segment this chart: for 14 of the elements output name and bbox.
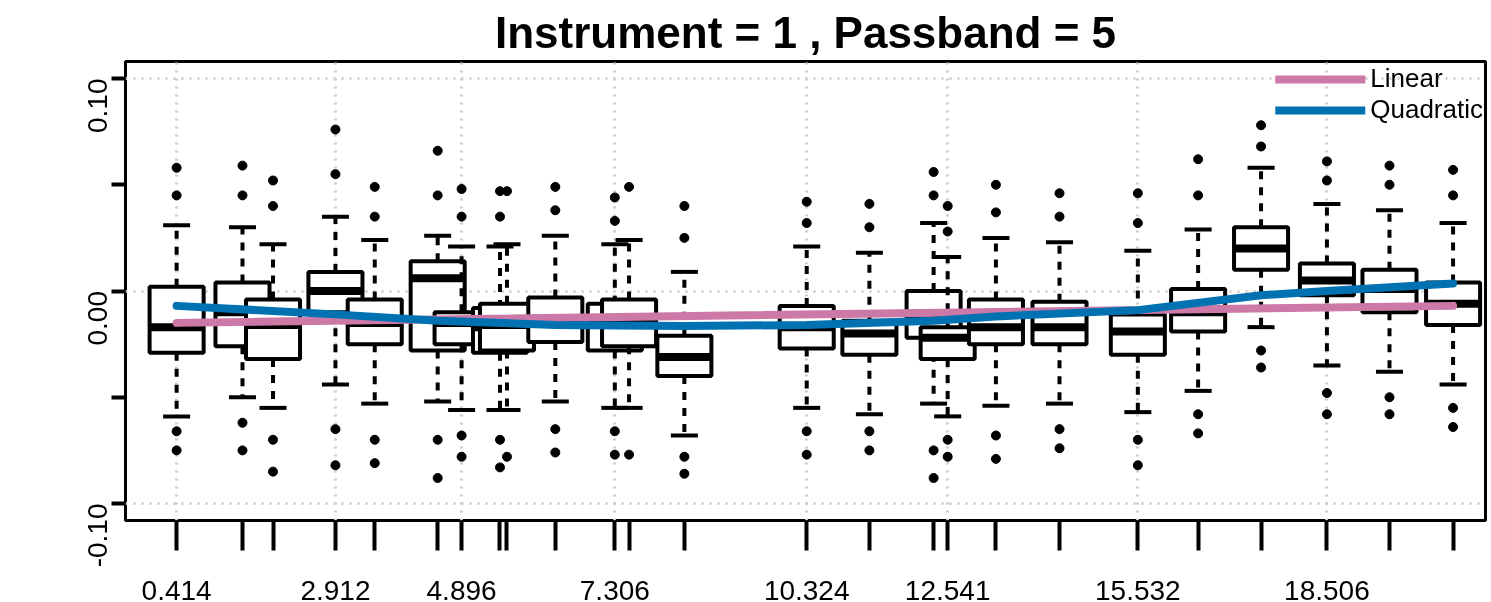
y-tick-label: 0.10 <box>82 78 113 133</box>
x-tick-label: 4.896 <box>426 574 497 602</box>
legend-label: Quadratic <box>1370 94 1483 125</box>
x-tick-label: 0.414 <box>141 574 212 602</box>
legend-label: Linear <box>1370 63 1443 94</box>
chart-title: Instrument = 1 , Passband = 5 <box>494 7 1117 57</box>
x-tick-label: 7.306 <box>579 574 650 602</box>
x-tick-label: 15.532 <box>1095 574 1181 602</box>
y-tick-label: 0.00 <box>82 291 113 346</box>
y-tick-label: -0.10 <box>82 503 113 568</box>
x-tick-label: 18.506 <box>1284 574 1370 602</box>
x-tick-label: 12.541 <box>904 574 991 602</box>
x-tick-label: 2.912 <box>300 574 371 602</box>
x-tick-label: 10.324 <box>763 574 850 602</box>
